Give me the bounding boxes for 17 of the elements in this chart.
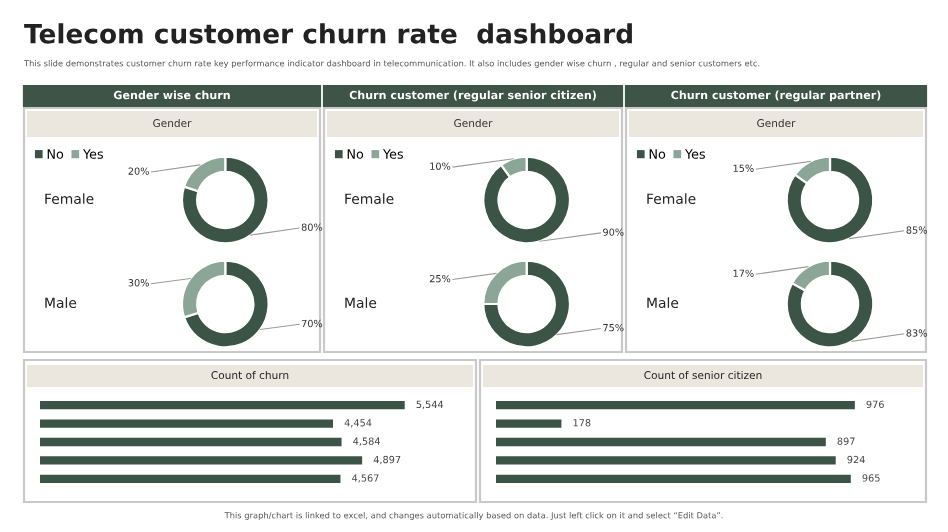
bar — [496, 456, 836, 465]
bar — [40, 419, 333, 428]
donut-slice — [785, 259, 875, 349]
bar — [40, 456, 363, 465]
bar — [40, 437, 342, 447]
bar — [496, 419, 562, 428]
bar — [40, 474, 341, 483]
donut-slice — [482, 259, 572, 349]
bar — [496, 474, 851, 483]
bar — [496, 401, 855, 410]
text: Telecom customer churn rate dashboard — [24, 23, 632, 44]
donut-slice — [180, 155, 270, 245]
donut-slice — [482, 155, 572, 245]
donut-slice — [785, 155, 875, 245]
donut-slice — [182, 259, 270, 349]
bar — [40, 401, 405, 410]
bar — [496, 437, 826, 447]
